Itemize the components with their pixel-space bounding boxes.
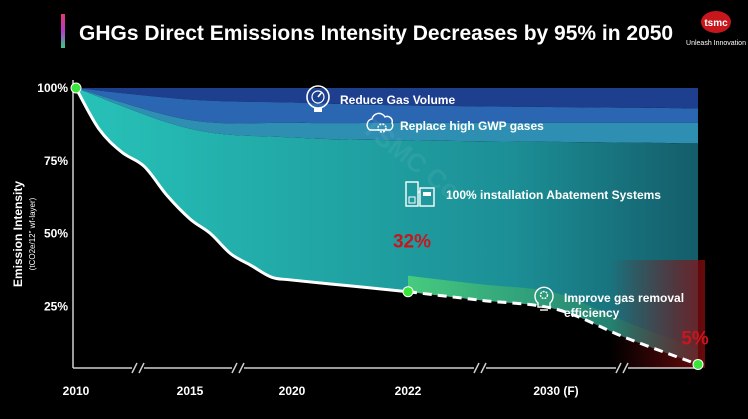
y-tick-label: 25% [44,299,68,313]
logo-text: tsmc [704,18,728,29]
axis-break-slash [622,362,629,374]
annotation-label: Reduce Gas Volume [340,93,455,107]
x-tick-label: 2010 [63,384,90,398]
chart-annotations: Reduce Gas Volume Replace high GWP gases 1… [306,85,684,320]
gauge-icon-stem [314,108,322,112]
key-point [402,286,414,298]
gas-removal-efficiency-area [408,275,698,365]
gauge-icon [306,85,330,112]
chart-key-points: 32% 5% [70,82,709,370]
axis-break-mark [131,362,145,374]
axis-break-slash [238,362,245,374]
machine-icon-panel [423,192,431,196]
gauge-icon-dial [311,90,325,104]
y-tick-label: 50% [44,227,68,241]
y-tick-label: 100% [37,81,68,95]
axis-break-gap [616,363,628,373]
chart-areas [76,88,698,365]
logo-badge [701,11,731,33]
logo-tagline: Unleash Innovation [686,40,746,47]
axis-break-slash [138,362,145,374]
annotation-label: 100% installation Abatement Systems [446,188,661,202]
y-tick-label: 75% [44,154,68,168]
x-tick-label: 2015 [177,384,204,398]
lightbulb-gear-icon [534,286,554,311]
x-tick-label: 2030 (F) [533,384,578,398]
axis-break-gap [232,363,244,373]
machine-icon-tower [405,181,419,207]
axis-break-mark [473,362,487,374]
chart-overlays [610,260,705,368]
band-2 [76,88,698,124]
abatement-machine-icon [405,181,435,207]
title-accent-bar [61,14,65,48]
axis-break-mark [231,362,245,374]
gear-icon-outline [377,123,387,133]
lightbulb-icon-gear [539,290,549,300]
annotation: Replace high GWP gases [366,112,544,133]
key-point-label: 32% [393,232,431,253]
annotation: Reduce Gas Volume [306,85,455,112]
y-axis-title-group: Emission Intensity (tCO2e/12" wf-layer) [11,181,37,287]
y-axis-title: Emission Intensity [11,181,25,287]
historical-emission-line [74,87,409,294]
page-title: GHGs Direct Emissions Intensity Decrease… [79,22,673,45]
axis-break-slash [231,362,238,374]
chart-lines [74,87,699,366]
x-tick-label: 2020 [279,384,306,398]
band-3 [76,88,698,144]
machine-icon-box [419,187,435,207]
cloud-gear-icon [366,112,394,133]
key-point-label: 5% [681,328,709,349]
band-1 [76,88,698,109]
annotation: 100% installation Abatement Systems [405,181,661,207]
x-tick-label: 2022 [395,384,422,398]
axis-break-gap [132,363,144,373]
target-highlight [610,260,705,368]
key-point [692,358,704,370]
axis-break-slash [615,362,622,374]
annotation-label: Replace high GWP gases [400,119,544,133]
tsmc-logo: tsmc Unleash Innovation [686,11,746,47]
key-point [70,82,82,94]
machine-icon-port [408,196,416,204]
axis-break-slash [473,362,480,374]
chart-axes: 100% 75% 50% 25% 2010 2015 2020 2022 2030 (F) [37,80,700,398]
axis-break-mark [615,362,629,374]
axis-break-slash [131,362,138,374]
forecast-emission-line [407,290,699,366]
annotation-label-line2: efficiency [564,306,620,320]
lightbulb-icon-bulb [534,286,554,308]
axis-break-slash [480,362,487,374]
gauge-icon-needle [317,91,323,98]
cloud-icon-outline [366,112,394,131]
annotation-label: Improve gas removal [564,291,684,305]
y-axis-subtitle: (tCO2e/12" wf-layer) [28,197,37,270]
axis-break-gap [474,363,486,373]
